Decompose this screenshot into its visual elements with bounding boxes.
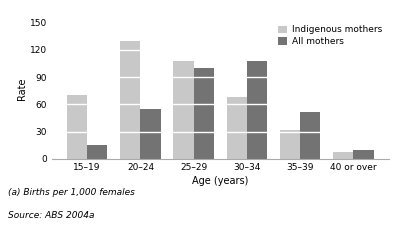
Legend: Indigenous mothers, All mothers: Indigenous mothers, All mothers — [276, 23, 385, 49]
Bar — [141, 109, 161, 159]
Bar — [280, 130, 300, 159]
Text: (a) Births per 1,000 females: (a) Births per 1,000 females — [8, 188, 135, 197]
Bar — [333, 152, 353, 159]
Bar — [300, 112, 320, 159]
Bar — [247, 61, 267, 159]
Y-axis label: Rate: Rate — [17, 77, 27, 100]
Bar — [87, 145, 108, 159]
Bar — [173, 61, 194, 159]
Bar — [67, 95, 87, 159]
Text: Source: ABS 2004a: Source: ABS 2004a — [8, 211, 94, 220]
X-axis label: Age (years): Age (years) — [192, 176, 249, 186]
Bar — [353, 150, 374, 159]
Bar — [194, 68, 214, 159]
Bar — [120, 41, 141, 159]
Bar — [227, 97, 247, 159]
